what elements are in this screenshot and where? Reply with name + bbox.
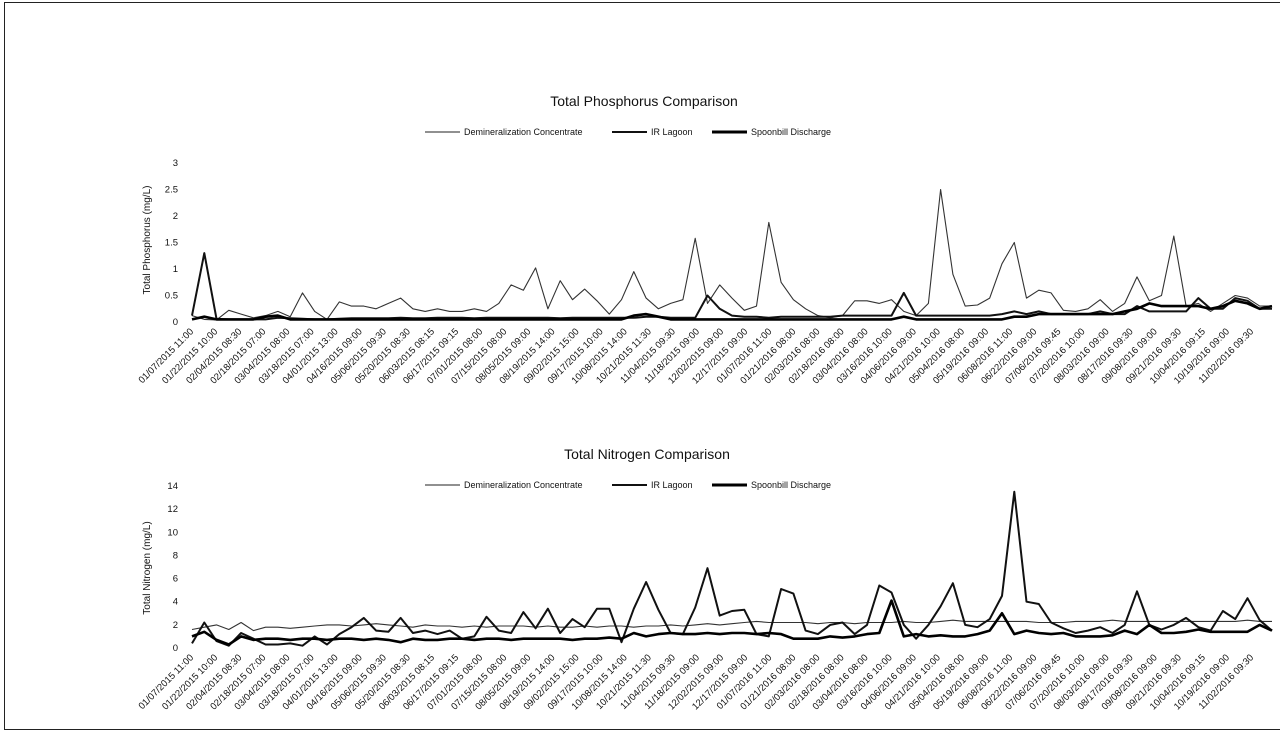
y-tick-label: 12 bbox=[167, 504, 178, 515]
y-tick-label: 0 bbox=[173, 643, 178, 654]
y-tick-label: 4 bbox=[173, 597, 178, 608]
legend-label-demin: Demineralization Concentrate bbox=[464, 127, 583, 137]
series-line-ir-lagoon bbox=[191, 490, 1273, 647]
chart-frame bbox=[4, 2, 1280, 730]
y-axis-label: Total Nitrogen (mg/L) bbox=[142, 521, 153, 614]
legend-label-demin: Demineralization Concentrate bbox=[464, 480, 583, 490]
y-tick-label: 10 bbox=[167, 527, 178, 538]
series-line-spoonbill bbox=[191, 299, 1273, 321]
legend: Demineralization Concentrate IR Lagoon S… bbox=[425, 127, 831, 137]
y-tick-label: 0 bbox=[173, 317, 178, 328]
y-tick-label: 2 bbox=[173, 211, 178, 222]
y-tick-label: 6 bbox=[173, 574, 178, 585]
nitrogen-chart: Total Nitrogen Comparison Demineralizati… bbox=[137, 446, 1273, 712]
chart-title: Total Nitrogen Comparison bbox=[564, 446, 730, 462]
y-tick-label: 2.5 bbox=[165, 185, 178, 196]
y-tick-label: 14 bbox=[167, 481, 178, 492]
phosphorus-chart: Total Phosphorus Comparison Demineraliza… bbox=[137, 93, 1273, 386]
y-tick-label: 0.5 bbox=[165, 291, 178, 302]
legend-label-lagoon: IR Lagoon bbox=[651, 480, 693, 490]
series-line-demineralization bbox=[191, 188, 1272, 321]
legend-label-spoonbill: Spoonbill Discharge bbox=[751, 480, 831, 490]
series-line-demineralization bbox=[191, 619, 1272, 632]
y-tick-label: 1 bbox=[173, 264, 178, 275]
y-tick-label: 3 bbox=[173, 158, 178, 169]
legend-label-spoonbill: Spoonbill Discharge bbox=[751, 127, 831, 137]
legend-label-lagoon: IR Lagoon bbox=[651, 127, 693, 137]
y-tick-label: 2 bbox=[173, 620, 178, 631]
y-tick-label: 1.5 bbox=[165, 238, 178, 249]
y-axis-label: Total Phosphorus (mg/L) bbox=[142, 186, 153, 295]
y-tick-label: 8 bbox=[173, 550, 178, 561]
chart-title: Total Phosphorus Comparison bbox=[550, 93, 738, 109]
series-line-spoonbill bbox=[191, 599, 1273, 646]
legend: Demineralization Concentrate IR Lagoon S… bbox=[425, 480, 831, 490]
